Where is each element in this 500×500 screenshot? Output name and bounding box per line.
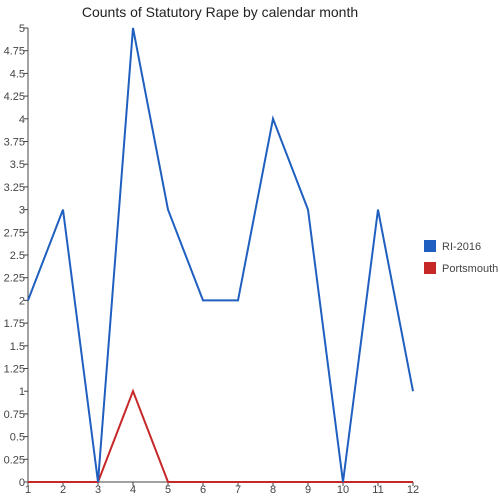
series-line-0 <box>27 27 414 483</box>
x-tick-label: 12 <box>407 484 419 496</box>
y-tick-label: 4.25 <box>4 91 25 103</box>
y-tick-label: 3 <box>19 205 25 217</box>
y-tick-label: 1.5 <box>10 341 25 353</box>
x-tick-label: 7 <box>235 484 241 496</box>
x-axis-ticks: 1 2 3 4 5 6 7 8 9 10 11 12 <box>25 482 419 496</box>
y-tick-label: 1 <box>19 386 25 398</box>
x-tick-label: 1 <box>25 484 31 496</box>
y-tick-label: 4 <box>19 114 25 126</box>
legend-swatch-1 <box>424 262 436 274</box>
x-tick-label: 3 <box>95 484 101 496</box>
y-axis-ticks: 0 0.25 0.5 0.75 1 1.25 1.5 1.75 2 2.25 2.5 2.75 3 3.2… <box>4 23 28 489</box>
x-tick-label: 5 <box>165 484 171 496</box>
legend: RI-2016 Portsmouth <box>424 240 498 275</box>
y-tick-label: 4.75 <box>4 46 25 58</box>
y-tick-label: 5 <box>19 23 25 35</box>
y-tick-label: 3.75 <box>4 137 25 149</box>
y-tick-label: 1.25 <box>4 364 25 376</box>
chart-title: Counts of Statutory Rape by calendar mon… <box>82 4 358 20</box>
y-tick-label: 3.25 <box>4 182 25 194</box>
series-lines <box>27 27 414 483</box>
legend-label-1: Portsmouth <box>442 263 498 275</box>
y-tick-label: 2.5 <box>10 250 25 262</box>
y-tick-label: 0.25 <box>4 454 25 466</box>
x-tick-label: 2 <box>60 484 66 496</box>
x-tick-label: 9 <box>305 484 311 496</box>
x-tick-label: 4 <box>130 484 136 496</box>
legend-swatch-0 <box>424 240 436 252</box>
y-tick-label: 1.75 <box>4 318 25 330</box>
legend-label-0: RI-2016 <box>442 241 481 253</box>
y-tick-label: 2.25 <box>4 273 25 285</box>
y-tick-label: 2 <box>19 295 25 307</box>
x-tick-label: 10 <box>337 484 349 496</box>
y-tick-label: 0 <box>19 477 25 489</box>
y-tick-label: 0.75 <box>4 409 25 421</box>
y-tick-label: 3.5 <box>10 159 25 171</box>
x-tick-label: 8 <box>270 484 276 496</box>
x-tick-label: 11 <box>372 484 383 496</box>
y-tick-label: 0.5 <box>10 432 25 444</box>
x-tick-label: 6 <box>200 484 206 496</box>
y-tick-label: 4.5 <box>10 68 25 80</box>
series-line-1 <box>28 388 413 483</box>
y-tick-label: 2.75 <box>4 227 25 239</box>
